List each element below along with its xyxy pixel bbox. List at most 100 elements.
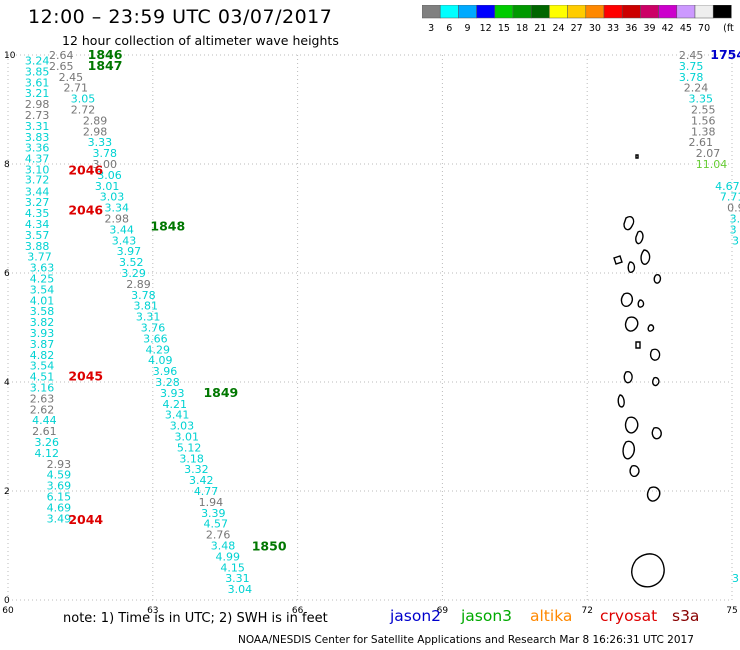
wave-height-value: 4.35 <box>25 207 50 220</box>
wave-height-value: 3.82 <box>30 316 55 329</box>
y-tick-label: 4 <box>4 378 10 388</box>
y-tick-label: 0 <box>4 596 10 606</box>
wave-height-value: 3.83 <box>25 131 50 144</box>
wave-height-value: 3.03 <box>100 191 125 204</box>
wave-height-value: 3.97 <box>117 245 142 258</box>
wave-height-value: 3.75 <box>679 60 704 73</box>
wave-height-value: 1.38 <box>691 125 716 138</box>
wave-height-value: 2.73 <box>25 109 50 122</box>
wave-height-value: 3.35 <box>689 93 714 106</box>
wave-height-value: 3.24 <box>25 54 50 67</box>
wave-height-value: 11.04 <box>696 158 728 171</box>
wave-height-value: 2.93 <box>47 458 72 471</box>
wave-height-value: 3.66 <box>143 332 168 345</box>
wave-height-value: 3.58 <box>30 305 55 318</box>
legend-cryosat: cryosat <box>600 607 658 625</box>
wave-height-value: 3.16 <box>30 381 55 394</box>
scale-label: (ft) <box>723 23 734 34</box>
wave-height-value: 3.06 <box>97 169 122 182</box>
wave-height-value: 3.1 <box>730 213 740 226</box>
pass-time-label: 2046 <box>68 163 103 178</box>
wave-height-value: 2.24 <box>684 82 709 95</box>
wave-height-value: 2.55 <box>691 104 716 117</box>
wave-height-value: 3.31 <box>136 311 161 324</box>
wave-height-value: 4.99 <box>216 550 241 563</box>
scale-label: 36 <box>625 23 637 34</box>
pass-time-label: 1754 <box>710 47 740 62</box>
scale-swatch <box>712 5 732 19</box>
wave-height-value: 2.89 <box>83 114 108 127</box>
wave-height-value: 3.31 <box>25 120 50 133</box>
wave-height-value: 5.12 <box>177 441 202 454</box>
wave-height-value: 3.04 <box>228 583 253 596</box>
wave-height-value: 4.21 <box>162 398 187 411</box>
legend-altika: altika <box>530 607 573 625</box>
wave-height-value: 3.41 <box>165 409 190 422</box>
wave-height-value: 6.15 <box>47 490 72 503</box>
wave-height-value: 3.31 <box>225 572 250 585</box>
wave-height-value: 3.54 <box>30 360 55 373</box>
scale-label: 12 <box>480 23 492 34</box>
scale-label: 39 <box>643 23 655 34</box>
pass-time-label: 2045 <box>68 369 103 384</box>
wave-height-value: 3.01 <box>175 431 200 444</box>
wave-height-value: 4.25 <box>30 272 55 285</box>
wave-height-value: 4.77 <box>194 485 219 498</box>
wave-height-value: 3.03 <box>170 420 195 433</box>
wave-height-value: 4.34 <box>25 218 50 231</box>
wave-height-value: 3.87 <box>30 338 55 351</box>
wave-height-value: 3.81 <box>133 300 158 313</box>
footer-credit: NOAA/NESDIS Center for Satellite Applica… <box>238 634 694 646</box>
scale-label: 27 <box>571 23 583 34</box>
wave-height-value: 3.78 <box>679 71 704 84</box>
wave-height-value: 3.93 <box>30 327 55 340</box>
wave-height-value: 3.01 <box>95 180 120 193</box>
pass-time-label: 2044 <box>68 512 103 527</box>
y-tick-label: 2 <box>4 487 10 497</box>
wave-height-value: 2.71 <box>64 82 89 95</box>
wave-height-value: 4.29 <box>146 343 171 356</box>
wave-height-value: 3.28 <box>155 376 180 389</box>
x-tick-label: 75 <box>726 606 737 616</box>
wave-height-value: 3.10 <box>25 163 50 176</box>
scale-label: 33 <box>607 23 619 34</box>
scale-label: 21 <box>534 23 546 34</box>
wave-height-value: 2.98 <box>83 125 108 138</box>
wave-height-value: 3.72 <box>25 173 50 186</box>
wave-height-value: 3.96 <box>153 365 178 378</box>
wave-height-value: 2.62 <box>30 403 55 416</box>
scale-label: 45 <box>680 23 692 34</box>
wave-height-value: 3.54 <box>30 283 55 296</box>
scale-label: 9 <box>464 23 470 34</box>
wave-height-value: 1.56 <box>691 114 716 127</box>
wave-height-value: 3.76 <box>141 322 166 335</box>
wave-height-value: 3.29 <box>121 267 146 280</box>
wave-height-value: 4.44 <box>32 414 57 427</box>
wave-height-value: 2.98 <box>105 213 129 226</box>
wave-height-value: 3.48 <box>211 540 236 553</box>
wave-height-value: 2.98 <box>25 98 50 111</box>
y-tick-label: 6 <box>4 269 10 279</box>
x-tick-label: 69 <box>437 606 449 616</box>
wave-height-value: 4.15 <box>220 561 245 574</box>
x-tick-label: 63 <box>147 606 158 616</box>
scale-label: 70 <box>698 23 710 34</box>
y-tick-label: 10 <box>4 51 16 61</box>
page-subtitle: 12 hour collection of altimeter wave hei… <box>62 33 339 48</box>
wave-height-value: 4.37 <box>25 153 50 166</box>
wave-height-value: 3.52 <box>119 256 144 269</box>
x-tick-label: 66 <box>292 606 304 616</box>
wave-height-value: 3.61 <box>25 76 50 89</box>
wave-height-value: 0.9 <box>727 202 740 215</box>
wave-height-value: 2.07 <box>696 147 721 160</box>
wave-height-value: 3.93 <box>160 387 185 400</box>
pass-time-label: 1849 <box>203 385 238 400</box>
wave-height-value: 3 <box>730 223 737 236</box>
x-tick-label: 60 <box>2 606 14 616</box>
wave-height-value: 2.45 <box>59 71 84 84</box>
page-title: 12:00 – 23:59 UTC 03/07/2017 <box>28 6 333 28</box>
coastline-map <box>613 154 665 588</box>
scale-label: 24 <box>552 23 564 34</box>
scale-label: 3 <box>428 23 434 34</box>
